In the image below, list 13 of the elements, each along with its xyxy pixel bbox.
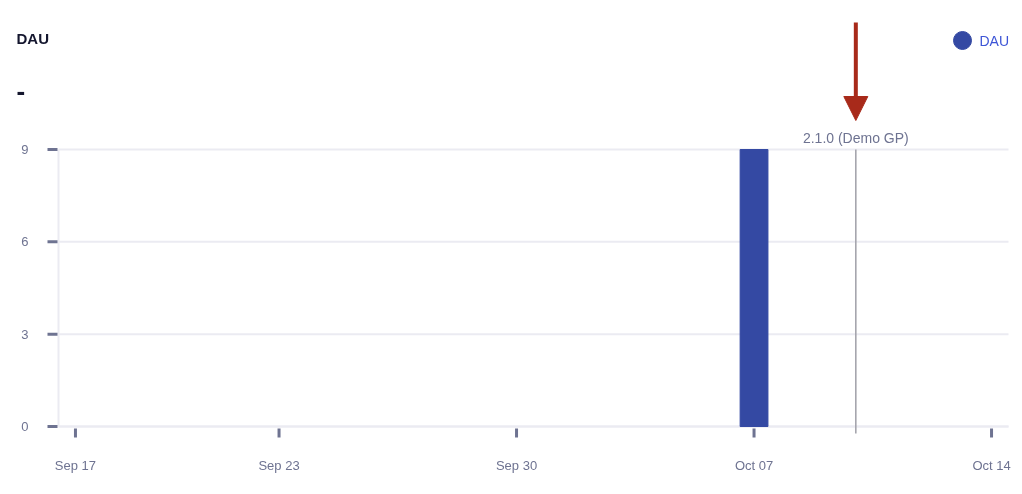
x-tick-label: Sep 30 xyxy=(495,458,538,473)
chart-title: DAU xyxy=(16,30,49,47)
x-tick-label: Oct 14 xyxy=(972,458,1011,473)
y-tick-label: 9 xyxy=(21,142,29,157)
x-tick-label: Oct 07 xyxy=(734,458,774,473)
chart-subtitle: - xyxy=(16,75,26,106)
x-tick-label: Sep 23 xyxy=(258,458,300,473)
ref-line-label: 2.1.0 (Demo GP) xyxy=(802,129,909,146)
x-tick-label: Sep 17 xyxy=(54,458,97,473)
y-tick-label: 3 xyxy=(21,326,29,342)
y-tick-label: 0 xyxy=(21,419,29,434)
y-tick-label: 6 xyxy=(21,234,29,250)
legend-label: DAU xyxy=(979,32,1010,49)
